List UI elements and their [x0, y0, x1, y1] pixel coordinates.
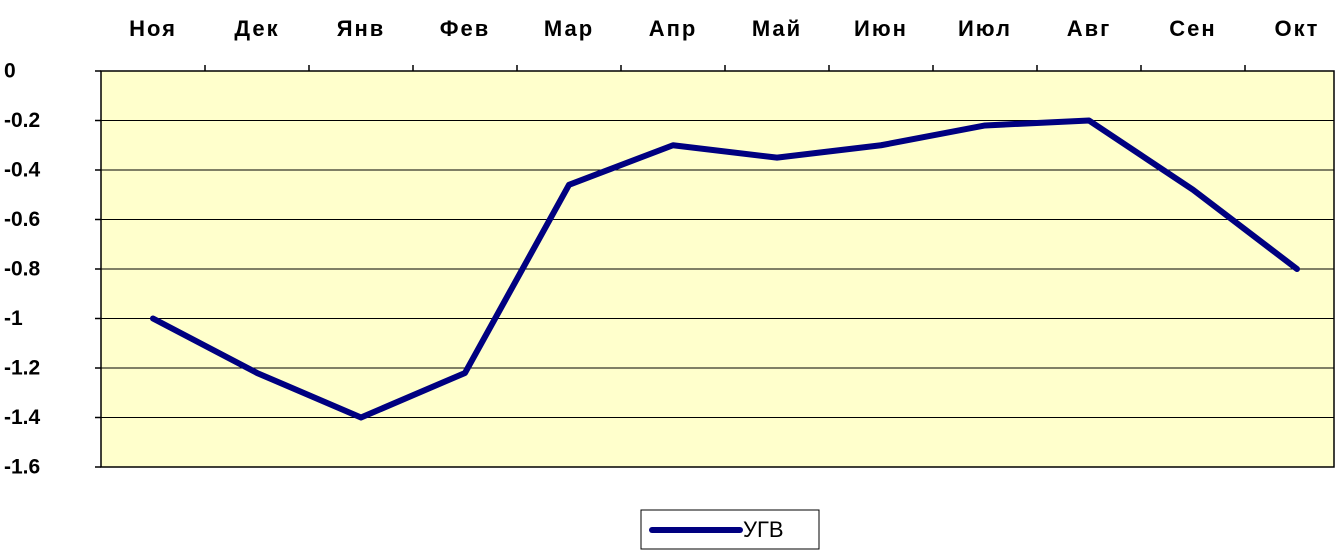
- y-tick-label: -1.4: [4, 406, 41, 429]
- x-tick-label: Сен: [1169, 16, 1216, 41]
- x-tick-label: Янв: [337, 16, 386, 41]
- x-tick-label: Июн: [854, 16, 908, 41]
- y-tick-label: -1.6: [4, 456, 40, 479]
- x-tick-label: Июл: [958, 16, 1012, 41]
- x-tick-label: Фев: [440, 16, 491, 41]
- y-tick-label: -1.2: [4, 357, 40, 380]
- y-tick-label: -0.8: [4, 258, 41, 281]
- legend-label: УГВ: [743, 517, 784, 542]
- x-tick-label: Ноя: [129, 16, 177, 41]
- x-tick-label: Мар: [544, 16, 594, 41]
- y-tick-label: -1: [4, 307, 23, 330]
- x-tick-label: Май: [752, 16, 802, 41]
- x-tick-label: Окт: [1275, 16, 1320, 41]
- x-tick-label: Апр: [649, 16, 698, 41]
- y-tick-label: 0: [4, 60, 16, 83]
- y-tick-label: -0.2: [4, 109, 40, 132]
- y-tick-label: -0.4: [4, 159, 41, 182]
- y-tick-label: -0.6: [4, 208, 40, 231]
- x-tick-label: Авг: [1067, 16, 1112, 41]
- data-line: [150, 117, 1300, 421]
- x-tick-label: Дек: [234, 16, 279, 41]
